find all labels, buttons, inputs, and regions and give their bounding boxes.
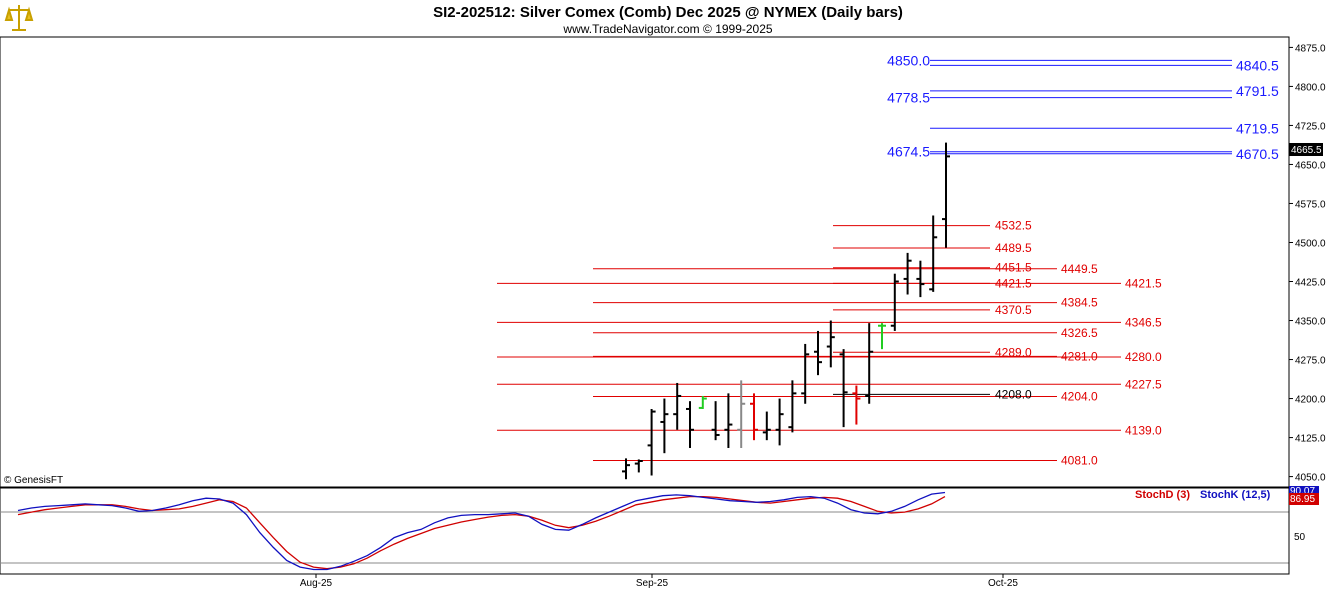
ohlc-bar [673,382,682,430]
price-tick-label: 4875.0 [1295,43,1326,54]
ohlc-bar [942,142,950,248]
price-tick-label: 4050.0 [1295,473,1326,484]
price-tick-label: 4575.0 [1295,199,1326,210]
date-tick-label: Oct-25 [988,578,1018,589]
credit-label: © GenesisFT [4,475,63,486]
level-label-red: 4227.5 [1125,377,1162,391]
price-tick-label: 4650.0 [1295,160,1326,171]
level-label-blue: 4719.5 [1236,120,1279,136]
price-tick-label: 4425.0 [1295,278,1326,289]
ohlc-bar [865,323,874,404]
ohlc-bar [686,401,694,448]
stoch-tick-50: 50 [1294,532,1306,543]
ohlc-bar [622,458,630,480]
level-label-red: 4451.5 [995,261,1032,275]
ohlc-bar [929,215,938,292]
chart-title: SI2-202512: Silver Comex (Comb) Dec 2025… [433,4,903,21]
level-label-red: 4139.0 [1125,423,1162,437]
level-label-red: 4532.5 [995,219,1032,233]
price-axis: 4050.0 4125.0 4200.0 4275.0 4350.0 4425.0 4500… [1288,37,1336,487]
level-label-red: 4081.0 [1061,453,1098,467]
level-label-red: 4489.5 [995,241,1032,255]
date-tick-label: Sep-25 [636,578,669,589]
price-tick-label: 4725.0 [1295,121,1326,132]
last-price-marker: 4665.5 [1289,143,1323,156]
logo-icon [4,2,34,34]
ohlc-bar [634,459,643,473]
stoch-last-k: 90.07 [1289,486,1319,497]
price-bars [622,142,950,480]
level-label-red: 4346.5 [1125,315,1162,329]
stoch-k-line [17,491,946,571]
level-label-red: 4370.5 [995,303,1032,317]
level-label-blue: 4840.5 [1236,57,1279,73]
ohlc-bar [814,330,822,376]
price-tick-label: 4200.0 [1295,395,1326,406]
level-label-red: 4280.0 [1125,350,1162,364]
level-label-blue: 4670.5 [1236,146,1279,162]
level-label-red: 4204.0 [1061,389,1098,403]
ohlc-bar [750,393,758,441]
stoch-last-d: 86.95 [1289,493,1319,505]
ohlc-bar [775,398,784,446]
level-label-blue: 4674.5 [887,144,930,160]
stochastic-panel: StochD (3) StochK (12,5) 90.07 86.95 50 [0,486,1319,575]
ohlc-bar [711,401,720,441]
ohlc-bar [916,260,925,298]
ohlc-bar [698,395,707,409]
ohlc-bar [878,323,886,350]
ohlc-bar [737,380,746,448]
price-tick-label: 4500.0 [1295,238,1326,249]
ohlc-bar [890,273,899,331]
level-label-blue: 4850.0 [887,52,930,68]
level-label-red: 4289.0 [995,345,1032,359]
price-panel-frame [0,36,1290,488]
ohlc-bar [801,343,810,404]
level-label-red: 4421.5 [1125,276,1162,290]
price-axis-bg [1289,37,1336,487]
ohlc-bar [660,398,669,454]
date-tick-label: Aug-25 [300,578,333,589]
ohlc-bar [647,408,656,476]
stoch-d-line [17,495,946,570]
legend-stoch-d: StochD (3) [1135,489,1190,501]
level-label-red: 4449.5 [1061,262,1098,276]
stochastic-panel-frame [0,487,1290,575]
ohlc-bar [762,411,771,441]
ohlc-bar [724,393,733,448]
stoch-last-d-label: 86.95 [1290,494,1315,505]
stoch-last-k-label: 90.07 [1290,486,1315,497]
level-label-blue: 4791.5 [1236,83,1279,99]
level-label-black: 4208.0 [995,387,1032,401]
date-axis: Aug-25 Sep-25 Oct-25 [0,573,1289,589]
ohlc-bar [852,385,861,425]
last-price-label: 4665.5 [1291,145,1322,156]
stochastic-lines [17,491,946,571]
legend-stoch-k: StochK (12,5) [1200,489,1271,501]
level-label-red: 4384.5 [1061,296,1098,310]
ohlc-bar [826,320,835,368]
ohlc-bar [788,380,797,433]
price-tick-label: 4275.0 [1295,356,1326,367]
ohlc-bar [839,349,848,428]
price-tick-label: 4125.0 [1295,434,1326,445]
ohlc-bar [903,252,912,295]
level-label-red: 4326.5 [1061,326,1098,340]
level-label-red: 4281.0 [1061,349,1098,363]
level-label-blue: 4778.5 [887,90,930,106]
chart-subtitle: www.TradeNavigator.com © 1999-2025 [562,22,772,36]
price-tick-label: 4800.0 [1295,82,1326,93]
price-tick-label: 4350.0 [1295,317,1326,328]
